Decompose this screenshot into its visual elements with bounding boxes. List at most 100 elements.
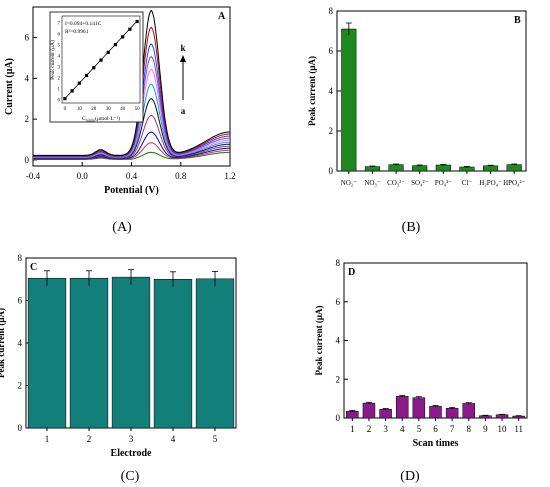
curve-label-top: k: [180, 43, 185, 53]
panel-letter: B: [514, 15, 521, 26]
inset-y-tick-label: 6: [58, 33, 61, 38]
bar: [346, 410, 359, 419]
bar: [69, 277, 109, 429]
x-tick-label: 8: [467, 424, 472, 434]
y-tick-label: 8: [329, 6, 334, 16]
y-axis-label: Current (μA): [4, 58, 15, 115]
cv-curve: [33, 9, 230, 156]
caption-b: (B): [402, 220, 421, 235]
x-tick-label: 5: [213, 434, 218, 444]
panel-b-selectivity-bar-chart: 0 2 4 6 8 NO₂⁻ NO₃⁻ CO₃²⁻ SO₄²⁻ PO₄³⁻ Cl⁻ H₂PO₄⁻ HPO…: [307, 6, 527, 187]
x-tick-label: PO₄³⁻: [435, 179, 452, 187]
x-tick-label: 7: [450, 424, 455, 434]
x-tick-label: 4: [171, 434, 176, 444]
inset-x-tick-label: 30: [106, 107, 112, 112]
x-tick-label: Cl⁻: [462, 179, 473, 187]
bar: [395, 396, 409, 419]
inset-point: [106, 50, 110, 54]
x-tick-label: NO₃⁻: [364, 179, 381, 187]
inset-y-tick-label: 1: [58, 88, 61, 93]
inset-plot-frame: [61, 15, 141, 104]
x-tick-label: 0.0: [77, 171, 89, 181]
inset-y-tick-label: 2: [58, 77, 61, 82]
y-tick-label: 6: [25, 33, 30, 43]
panel-letter: D: [348, 267, 355, 278]
caption-d: (D): [400, 469, 420, 484]
bar: [362, 402, 376, 419]
inset-point: [63, 96, 67, 101]
x-tick-label: 1: [45, 434, 50, 444]
bar: [388, 164, 404, 172]
y-tick-label: 4: [329, 86, 334, 96]
panel-letter: A: [218, 11, 226, 22]
bar: [153, 279, 193, 429]
x-tick-label: 3: [129, 434, 134, 444]
inset-x-tick-label: 40: [120, 107, 126, 112]
plot-frame: [336, 10, 527, 172]
y-tick-label: 4: [25, 73, 30, 83]
inset-y-tick-label: 0: [58, 99, 61, 104]
caption-c: (C): [121, 469, 140, 484]
bar: [27, 277, 67, 429]
y-tick-label: 6: [18, 296, 23, 306]
inset-y-tick-label: 5: [58, 44, 61, 49]
inset-point: [92, 66, 96, 70]
x-tick-label: 11: [514, 424, 523, 434]
y-tick-label: 2: [25, 114, 30, 124]
inset-y-axis-label: Peak current (μA): [49, 40, 56, 80]
bar: [364, 166, 381, 172]
x-tick-label: NO₂⁻: [341, 179, 358, 187]
bar: [429, 406, 442, 419]
x-tick-label: 5: [417, 424, 422, 434]
x-axis-label: Electrode: [111, 448, 152, 459]
y-axis-label: Peak current (μA): [0, 308, 6, 378]
panel-c-reproducibility-bar-chart: 0 2 4 6 8 1 2 3 4 5 Electrode Peak current (μA) C: [0, 253, 237, 459]
inset-y-tick-label: 4: [58, 55, 61, 60]
caption-a: (A): [112, 220, 132, 235]
x-tick-label: 2: [367, 424, 372, 434]
bar: [482, 165, 499, 172]
y-tick-label: 4: [336, 336, 341, 346]
x-tick-label: 9: [483, 424, 488, 434]
y-tick-label: 6: [329, 46, 334, 56]
inset-point: [135, 19, 139, 24]
panel-d-stability-bar-chart: 0 2 4 6 8 1 2 3 4 5 6 7 8 9 10 11 Scan times Peak current…: [314, 258, 528, 449]
y-tick-label: 2: [336, 374, 341, 384]
y-tick-label: 4: [18, 338, 23, 348]
bar: [111, 276, 151, 429]
y-tick-label: 0: [336, 413, 341, 423]
bar: [445, 408, 459, 419]
inset-point: [84, 73, 89, 78]
bar: [506, 164, 522, 172]
x-tick-label: 1.2: [224, 171, 235, 181]
y-tick-label: 2: [329, 126, 334, 136]
panel-letter: C: [30, 262, 37, 273]
inset-point: [70, 89, 74, 93]
y-tick-label: 2: [18, 381, 23, 391]
inset-y-tick-label: 7: [58, 22, 61, 27]
y-tick-label: 0: [329, 166, 334, 176]
inset-x-tick-label: 0: [64, 107, 67, 112]
y-tick-label: 0: [18, 423, 23, 433]
bar: [412, 165, 428, 172]
x-tick-label: HPO₄²⁻: [503, 179, 526, 187]
x-tick-label: 1: [350, 424, 355, 434]
bar: [195, 278, 235, 429]
bar: [379, 409, 392, 419]
x-tick-label: 2: [87, 434, 92, 444]
bar: [412, 397, 426, 419]
x-tick-label: 0.4: [126, 171, 138, 181]
inset-point: [121, 35, 125, 39]
curve-label-bottom: a: [181, 106, 186, 116]
curve-group: [33, 9, 230, 160]
inset-x-tick-label: 10: [77, 107, 83, 112]
bar: [435, 164, 451, 172]
inset-frame: [49, 11, 144, 123]
x-tick-label: SO₄²⁻: [411, 179, 428, 187]
inset-point: [99, 58, 103, 62]
inset-y-tick-label: 3: [58, 66, 61, 71]
x-tick-label: -0.4: [26, 171, 41, 181]
x-tick-label: 3: [383, 424, 388, 434]
y-tick-label: 8: [18, 253, 23, 263]
